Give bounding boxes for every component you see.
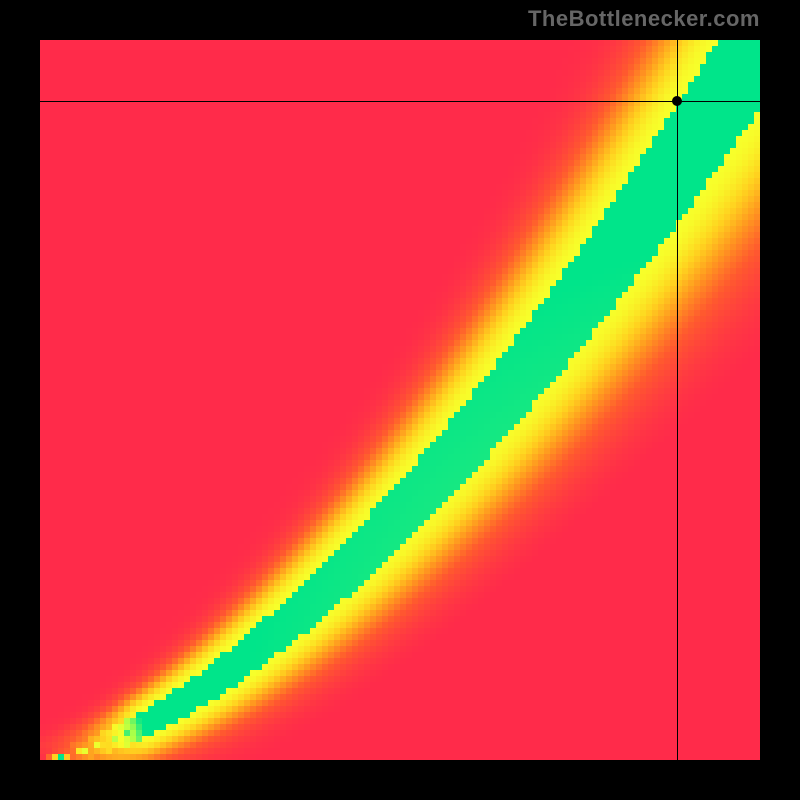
crosshair-marker-dot bbox=[672, 96, 682, 106]
heatmap-plot-area bbox=[40, 40, 760, 760]
crosshair-horizontal-line bbox=[40, 101, 760, 102]
chart-container: TheBottlenecker.com bbox=[0, 0, 800, 800]
watermark-text: TheBottlenecker.com bbox=[528, 6, 760, 32]
crosshair-vertical-line bbox=[677, 40, 678, 760]
bottleneck-heatmap-canvas bbox=[40, 40, 760, 760]
